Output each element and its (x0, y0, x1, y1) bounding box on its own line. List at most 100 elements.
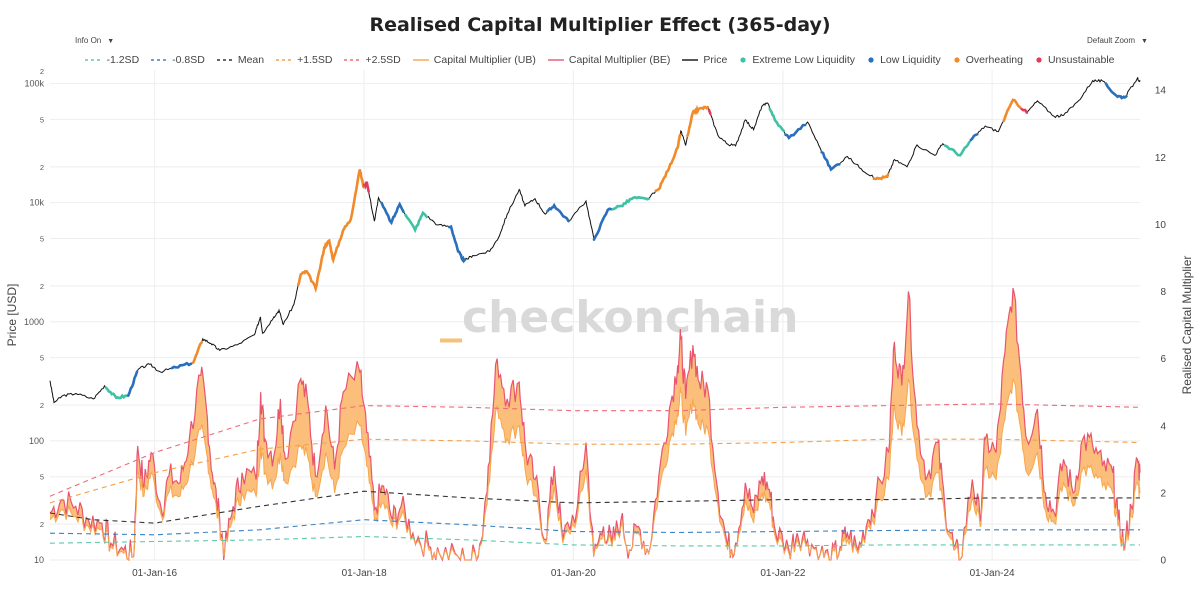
regime-marker-low (170, 361, 193, 370)
x-tick-label: 01-Jan-18 (342, 568, 387, 579)
y-left-tick-label: 10k (29, 198, 44, 208)
y-right-tick-label: 0 (1160, 556, 1166, 567)
legend-item-sd_p25[interactable]: +2.5SD (344, 54, 401, 66)
y-right-tick-label: 8 (1160, 287, 1166, 298)
x-tick-label: 01-Jan-20 (551, 568, 596, 579)
legend-item-overheating[interactable]: Overheating (953, 54, 1023, 66)
legend-line-icon (276, 59, 293, 61)
info-toggle-dropdown[interactable]: Info On ▼ (75, 36, 114, 45)
y-right-tick-label: 10 (1155, 220, 1167, 231)
x-tick-label: 01-Jan-24 (970, 568, 1015, 579)
y-left-tick-label: 100k (24, 79, 44, 89)
multiplier-series (49, 288, 1141, 562)
y-left-tick-label: 2 (40, 163, 44, 172)
legend-line-icon (547, 59, 564, 61)
y-left-tick-label: 2 (40, 282, 44, 291)
y-left-tick-label: 100 (29, 436, 44, 446)
legend-item-low[interactable]: Low Liquidity (867, 54, 941, 66)
chart-legend: -1.2SD -0.8SD Mean +1.5SD +2.5SD Capital Mult… (0, 54, 1200, 66)
regime-marker-overheating (1002, 98, 1022, 122)
y-right-tick-label: 14 (1155, 86, 1167, 97)
legend-item-ub[interactable]: Capital Multiplier (UB) (412, 54, 536, 66)
regime-marker-low (784, 123, 807, 141)
y-left-tick-label: 5 (40, 235, 44, 244)
legend-line-icon (151, 59, 168, 61)
regime-marker-unsustainable (707, 108, 712, 115)
regime-marker-extreme_low (943, 141, 971, 157)
legend-label: Overheating (965, 54, 1023, 66)
x-tick-label: 01-Jan-16 (132, 568, 177, 579)
watermark-prefix: _ (440, 292, 462, 343)
regime-marker-unsustainable (1020, 107, 1029, 114)
regime-marker-low (969, 133, 979, 142)
legend-label: Capital Multiplier (UB) (433, 54, 536, 66)
gridlines (50, 70, 1140, 561)
y-left-tick-label: 2 (40, 67, 44, 76)
y-left-axis-label: Price [USD] (5, 284, 19, 347)
legend-item-sd_m12[interactable]: -1.2SD (85, 54, 139, 66)
regime-marker-overheating (872, 173, 890, 181)
regime-marker-overheating (686, 104, 710, 138)
regime-marker-low (1104, 82, 1128, 100)
legend-label: -0.8SD (172, 54, 205, 66)
multiplier-be-line (49, 378, 1141, 562)
y-left-tick-label: 5 (40, 115, 44, 124)
regime-marker-low (592, 207, 613, 241)
legend-item-sd_p15[interactable]: +1.5SD (276, 54, 332, 66)
y-left-tick-label: 10 (34, 555, 44, 565)
info-toggle-label: Info On (75, 36, 102, 45)
y-right-tick-label: 6 (1160, 354, 1166, 365)
regime-marker-extreme_low (768, 107, 786, 133)
legend-dot-icon (954, 57, 960, 63)
legend-dot-icon (868, 57, 874, 63)
regime-marker-low (380, 201, 405, 226)
legend-label: Price (703, 54, 728, 66)
y-left-tick-label: 1000 (24, 317, 44, 327)
chevron-down-icon: ▼ (1141, 38, 1148, 45)
band-mean-line (49, 490, 1140, 524)
legend-line-icon (682, 59, 699, 61)
sd-bands (49, 403, 1141, 547)
legend-item-sd_m08[interactable]: -0.8SD (151, 54, 205, 66)
legend-item-be[interactable]: Capital Multiplier (BE) (547, 54, 670, 66)
legend-label: -1.2SD (106, 54, 140, 66)
legend-item-unsustainable[interactable]: Unsustainable (1035, 54, 1115, 66)
y-left-tick-label: 5 (40, 354, 44, 363)
legend-line-icon (412, 59, 429, 61)
legend-item-price[interactable]: Price (682, 54, 727, 66)
legend-label: +1.5SD (297, 54, 333, 66)
legend-label: Unsustainable (1047, 54, 1115, 66)
y-right-axis-label: Realised Capital Multiplier (1180, 256, 1194, 395)
regime-marker-low (546, 202, 570, 223)
legend-line-icon (216, 59, 233, 61)
legend-label: Low Liquidity (880, 54, 941, 66)
zoom-dropdown[interactable]: Default Zoom ▼ (1087, 36, 1148, 45)
chevron-down-icon: ▼ (107, 38, 115, 45)
chart-title: Realised Capital Multiplier Effect (365-… (369, 14, 831, 36)
legend-dot-icon (1036, 57, 1042, 63)
zoom-label: Default Zoom (1087, 36, 1136, 45)
legend-item-extreme_low[interactable]: Extreme Low Liquidity (739, 54, 855, 66)
legend-item-mean[interactable]: Mean (216, 54, 264, 66)
regime-marker-extreme_low (104, 386, 128, 400)
band-sd_m08-line (49, 519, 1140, 536)
x-tick-label: 01-Jan-22 (760, 568, 805, 579)
regime-marker-low (126, 370, 139, 397)
watermark: _checkonchain (440, 292, 798, 343)
legend-line-icon (85, 59, 102, 61)
y-left-tick-label: 5 (40, 473, 44, 482)
y-left-tick-label: 2 (40, 520, 44, 529)
legend-label: +2.5SD (365, 54, 401, 66)
watermark-text: checkonchain (462, 292, 798, 343)
axes: 01-Jan-16 01-Jan-18 01-Jan-20 01-Jan-22 01-J… (5, 67, 1194, 579)
regime-marker-overheating (192, 341, 203, 364)
y-right-tick-label: 4 (1160, 421, 1166, 432)
legend-dot-icon (740, 57, 746, 63)
regime-marker-overheating (296, 169, 365, 294)
regime-marker-low (447, 224, 467, 264)
y-right-tick-label: 2 (1160, 488, 1166, 499)
regime-marker-unsustainable (362, 181, 370, 193)
legend-label: Extreme Low Liquidity (752, 54, 856, 66)
band-sd_p15-line (49, 438, 1141, 504)
